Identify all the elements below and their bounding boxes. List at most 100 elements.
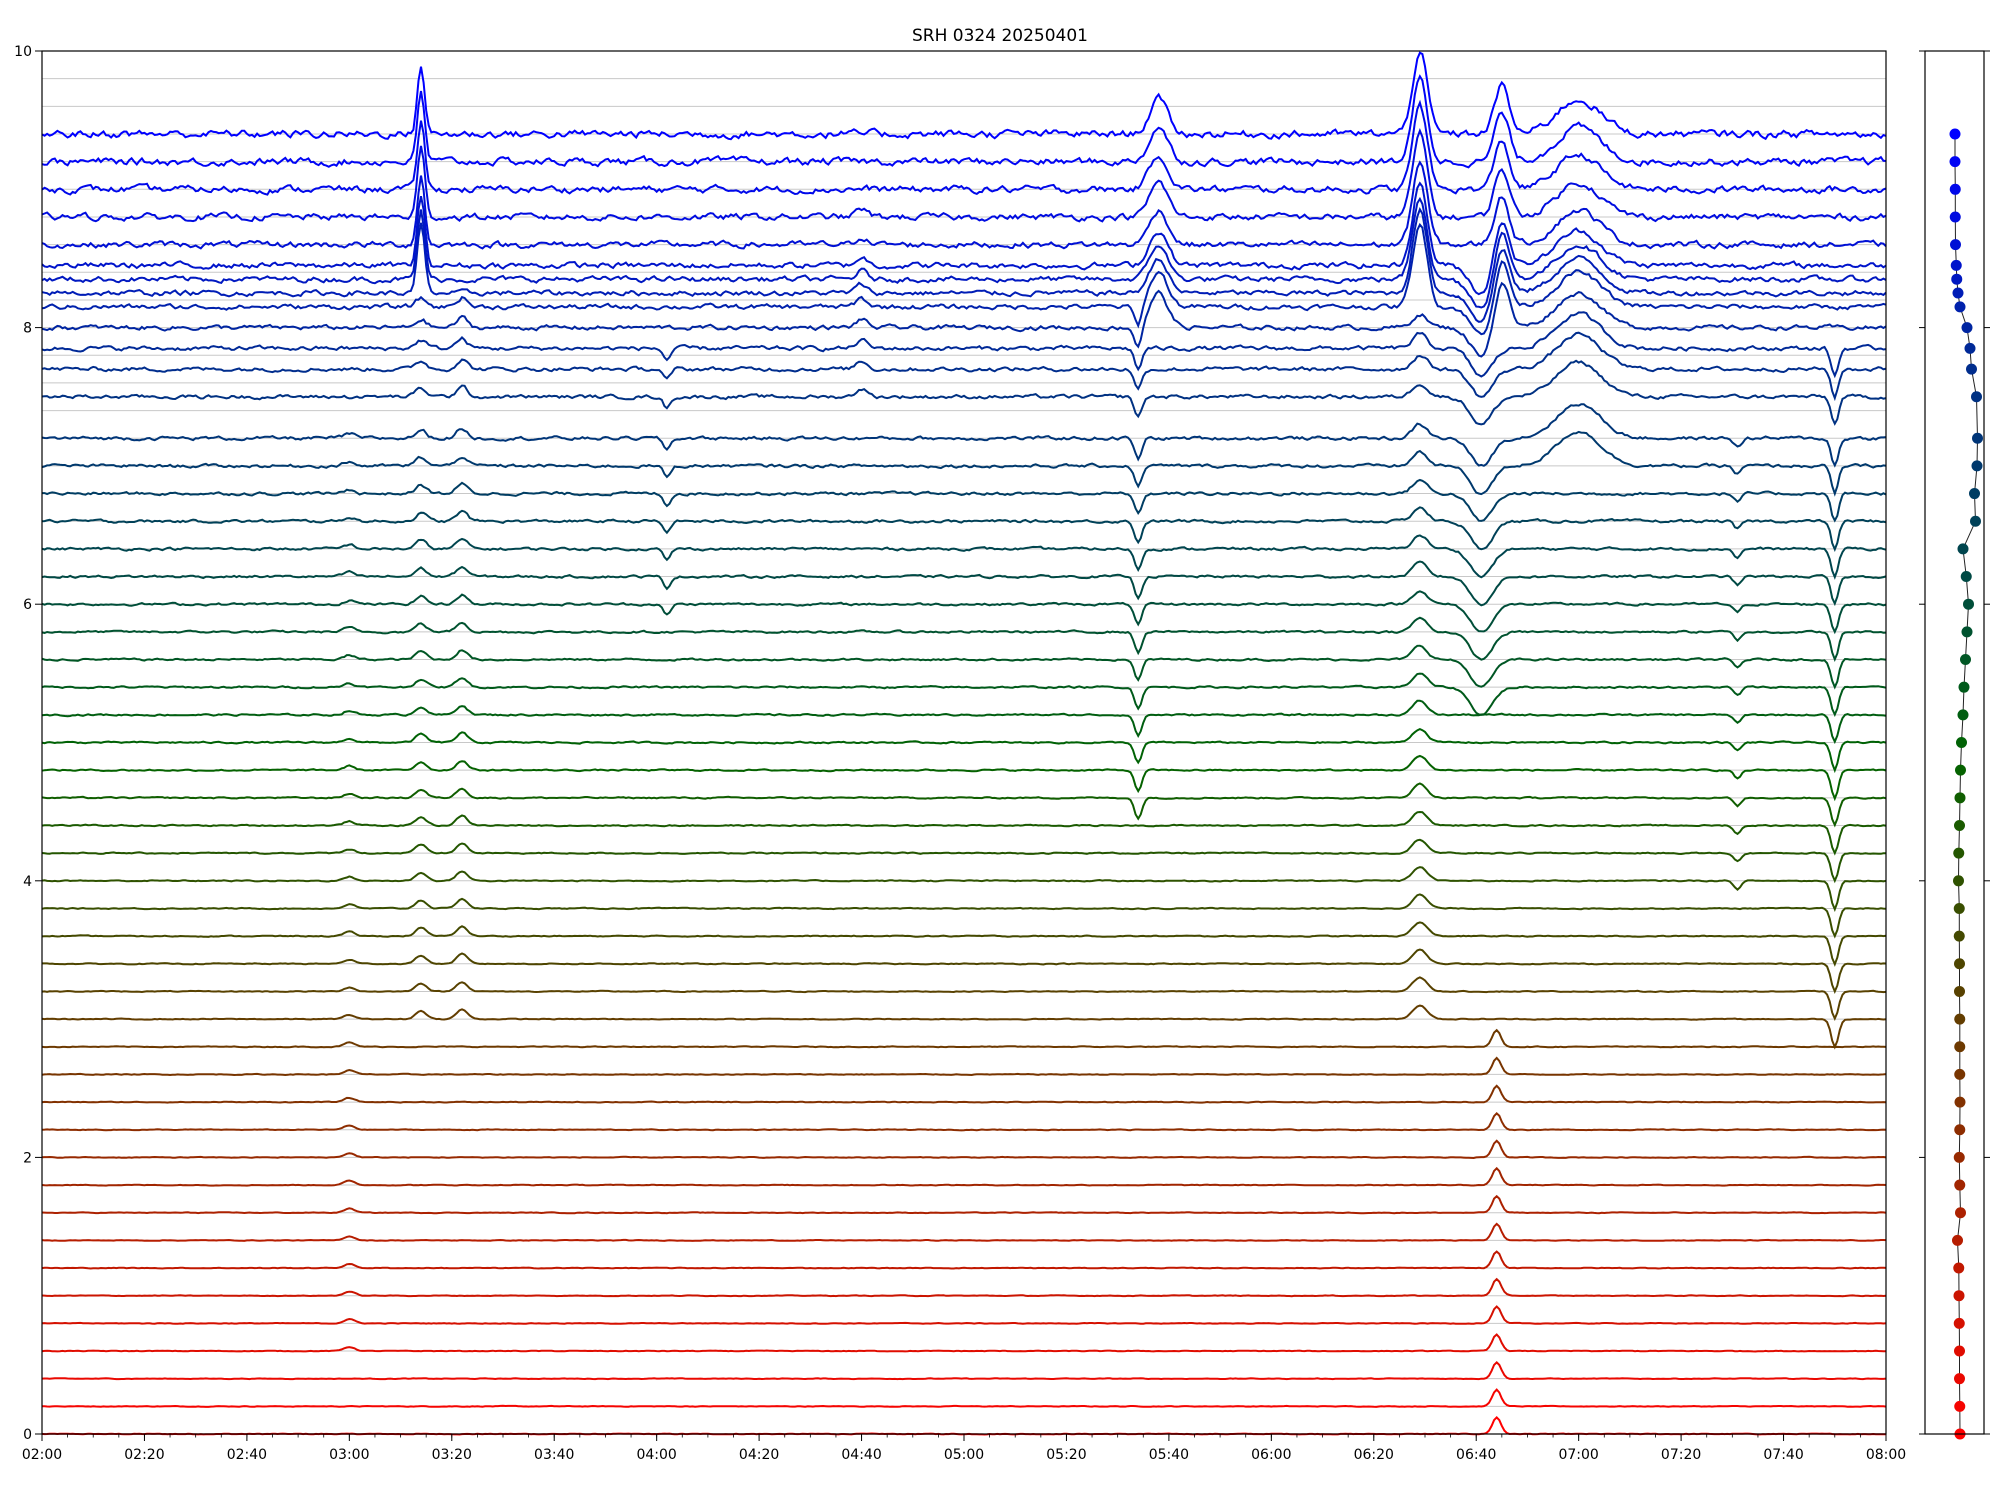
side-point	[1949, 183, 1961, 195]
side-point	[1954, 1345, 1965, 1357]
trace-line	[41, 1250, 1887, 1270]
trace-line	[41, 222, 1887, 336]
side-point	[1951, 273, 1963, 285]
x-tick-label: 02:00	[22, 1447, 62, 1463]
side-point	[1954, 1041, 1966, 1053]
side-point	[1949, 128, 1961, 140]
side-point	[1961, 626, 1973, 638]
y-tick-label: 10	[14, 44, 32, 60]
side-point	[1954, 1400, 1966, 1412]
x-tick-label: 05:40	[1149, 1447, 1189, 1463]
y-tick-label: 0	[23, 1427, 32, 1443]
trace-line	[41, 699, 1887, 745]
x-tick-label: 08:00	[1866, 1447, 1906, 1463]
trace-line	[41, 976, 1887, 1022]
trace-line	[41, 506, 1887, 552]
trace-line	[41, 616, 1887, 662]
x-tick-label: 03:40	[534, 1447, 574, 1463]
side-point	[1972, 432, 1983, 444]
trace-line	[41, 754, 1887, 802]
x-tick-label: 04:00	[636, 1447, 676, 1463]
trace-line	[41, 810, 1887, 856]
trace-line	[41, 560, 1887, 607]
y-tick-label: 2	[23, 1150, 32, 1166]
side-point	[1950, 239, 1961, 251]
x-tick-label: 06:20	[1354, 1447, 1394, 1463]
side-point	[1957, 543, 1969, 555]
trace-line	[41, 128, 1887, 223]
x-tick-label: 05:00	[944, 1447, 984, 1463]
x-tick-label: 04:40	[841, 1447, 881, 1463]
x-tick-label: 07:40	[1763, 1447, 1803, 1463]
trace-line	[41, 430, 1887, 497]
x-tick-label: 07:00	[1558, 1447, 1598, 1463]
trace-line	[41, 728, 1887, 774]
side-point	[1954, 1013, 1966, 1025]
x-tick-label: 03:20	[432, 1447, 472, 1463]
side-point	[1953, 847, 1965, 859]
side-point	[1957, 709, 1969, 721]
side-point	[1964, 342, 1976, 354]
side-point	[1954, 1068, 1966, 1080]
trace-line	[41, 866, 1887, 913]
side-point	[1949, 211, 1961, 223]
trace-line	[41, 281, 1887, 358]
trace-line	[41, 590, 1887, 635]
side-point	[1954, 1179, 1966, 1191]
side-point	[1958, 681, 1970, 693]
trace-line	[41, 893, 1887, 939]
trace-line	[41, 1004, 1887, 1050]
side-point	[1966, 363, 1977, 375]
side-point	[1969, 488, 1980, 500]
trace-line	[41, 1305, 1887, 1325]
side-plot	[1919, 50, 1990, 1440]
trace-line	[41, 196, 1887, 309]
main-axes: 02:00 02:20 02:40 03:00 03:20 03:40 04:00 04:20…	[14, 44, 1906, 1463]
side-point	[1954, 958, 1965, 970]
trace-line	[42, 478, 1887, 523]
trace-line	[41, 331, 1887, 402]
trace-line	[41, 1277, 1887, 1298]
trace-line	[41, 181, 1887, 296]
trace-line	[41, 782, 1887, 828]
trace-line	[41, 534, 1887, 580]
trace-line	[41, 1388, 1887, 1408]
trace-line	[41, 51, 1887, 141]
x-tick-label: 07:20	[1661, 1447, 1701, 1463]
trace-line	[41, 838, 1887, 884]
chart-title: SRH 0324 20250401	[912, 26, 1088, 46]
trace-line	[41, 1222, 1887, 1242]
y-tick-label: 6	[23, 597, 32, 613]
trace-line	[41, 1084, 1887, 1104]
trace-line	[41, 359, 1887, 426]
trace-line	[41, 99, 1887, 196]
side-point	[1953, 1317, 1965, 1329]
side-point	[1954, 985, 1965, 997]
side-point	[1953, 1262, 1965, 1274]
side-point	[1960, 654, 1971, 666]
side-point	[1953, 1290, 1965, 1302]
trace-line	[41, 74, 1887, 169]
y-tick-label: 8	[23, 321, 32, 337]
trace-line	[41, 921, 1887, 967]
side-point	[1954, 1096, 1966, 1108]
side-plot-frame	[1924, 50, 1985, 1435]
trace-line	[41, 644, 1887, 690]
side-point	[1953, 875, 1964, 887]
trace-line	[41, 1056, 1887, 1077]
trace-line	[41, 1333, 1887, 1353]
trace-line	[41, 207, 1887, 323]
trace-line	[42, 948, 1887, 994]
side-point	[1955, 764, 1966, 776]
x-tick-label: 06:40	[1456, 1447, 1496, 1463]
side-point	[1952, 1234, 1963, 1246]
trace-line	[41, 403, 1887, 468]
trace-line	[41, 1139, 1887, 1160]
side-point	[1954, 1124, 1966, 1136]
trace-line	[41, 1194, 1887, 1215]
side-point	[1971, 391, 1982, 403]
trace-line	[41, 1361, 1887, 1381]
side-point	[1949, 156, 1961, 168]
